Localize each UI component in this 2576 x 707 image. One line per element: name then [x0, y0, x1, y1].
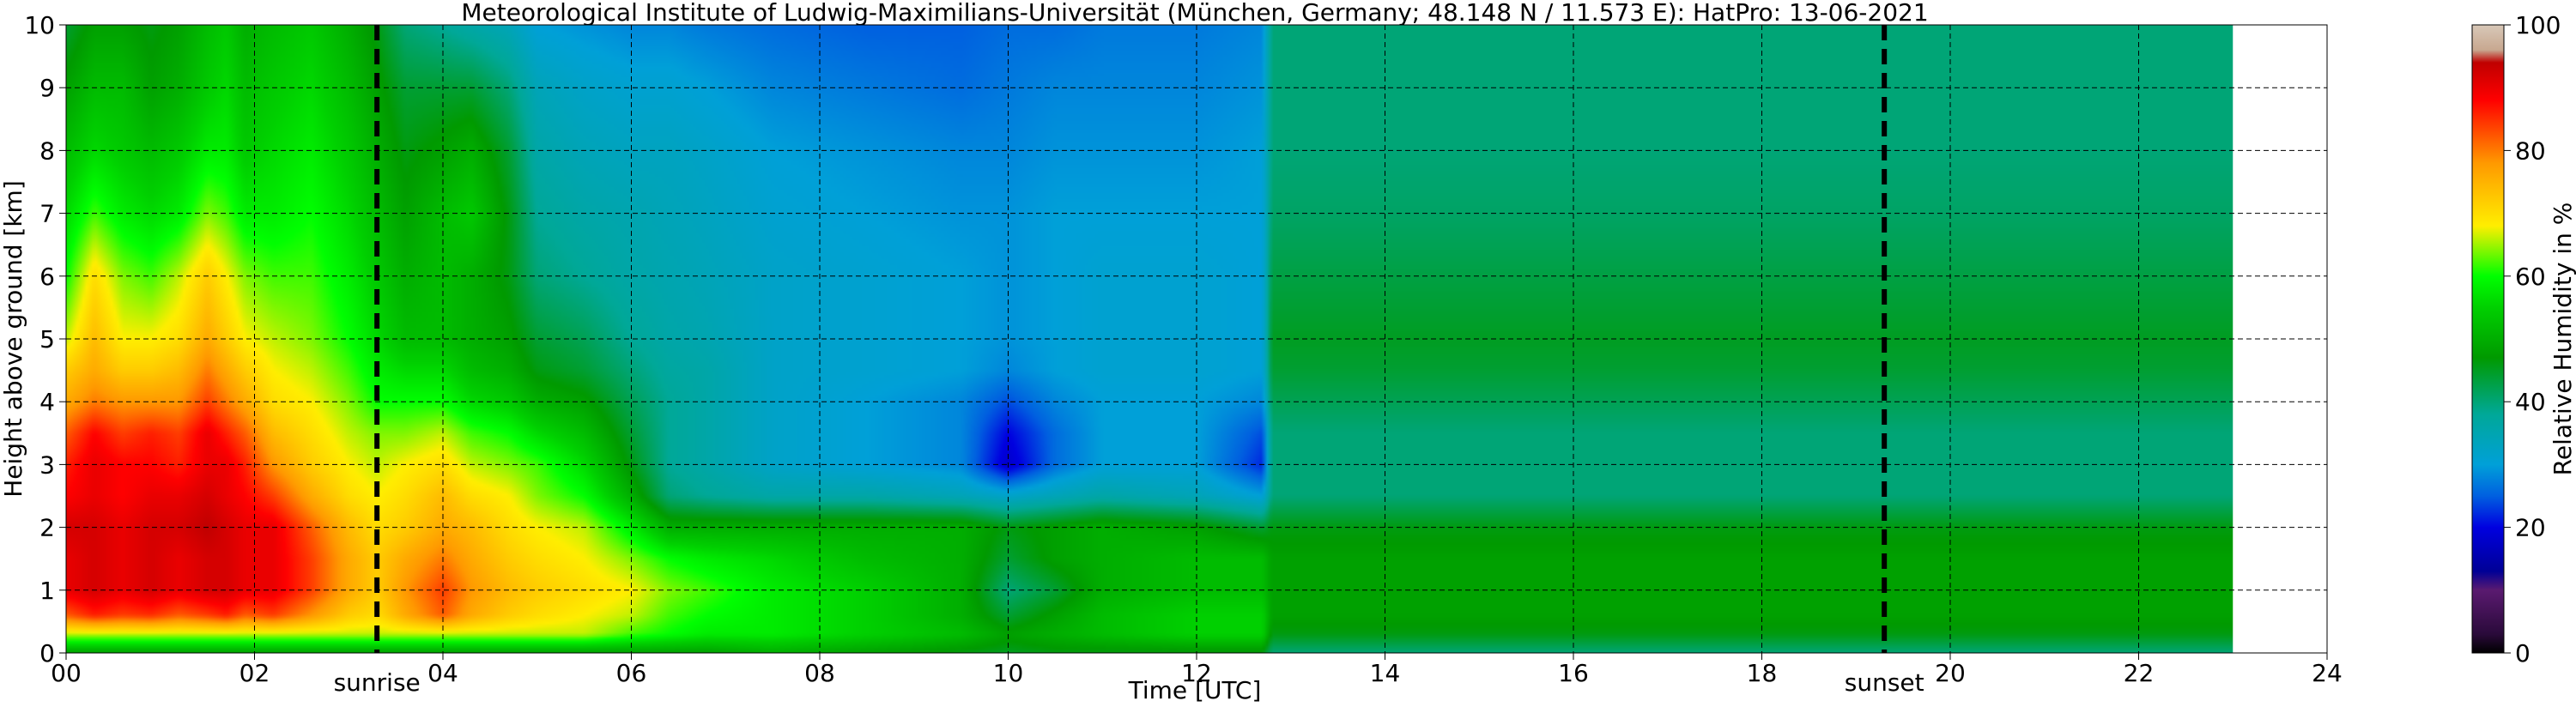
chart-title: Meteorological Institute of Ludwig-Maxim…: [461, 0, 1928, 27]
x-tick-label: 18: [1747, 659, 1778, 687]
x-tick-label: 14: [1370, 659, 1401, 687]
event-markers: [374, 25, 1888, 653]
y-axis-ticks: 0 1 2 3 4 5 6 7 8 9 10: [24, 11, 66, 668]
x-tick-label: 12: [1181, 659, 1212, 687]
y-axis-label: Height above ground [km]: [0, 180, 27, 498]
y-tick-label: 4: [39, 388, 55, 416]
sunrise-label: sunrise: [334, 668, 421, 697]
y-tick-label: 3: [39, 450, 55, 479]
x-tick-label: 22: [2124, 659, 2155, 687]
x-tick-label: 24: [2312, 659, 2343, 687]
y-tick-label: 2: [39, 514, 55, 542]
x-tick-label: 04: [427, 659, 458, 687]
x-tick-label: 08: [804, 659, 835, 687]
colorbar-ticks: 0 20 40 60 80 100: [2504, 11, 2561, 668]
x-tick-label: 10: [993, 659, 1024, 687]
y-tick-label: 8: [39, 136, 55, 165]
x-tick-label: 16: [1558, 659, 1589, 687]
x-tick-label: 20: [1935, 659, 1966, 687]
y-tick-label: 0: [39, 639, 55, 668]
sunset-label: sunset: [1845, 668, 1924, 697]
y-tick-label: 10: [24, 11, 55, 39]
colorbar-tick-label: 40: [2515, 388, 2546, 416]
grid: [66, 25, 2327, 653]
colorbar: 0 20 40 60 80 100 Relative Humidity in %: [2471, 11, 2576, 668]
x-tick-label: 06: [616, 659, 647, 687]
plot-area: [65, 24, 2328, 654]
x-axis-ticks: 00 02 04 06 08 10 12 14 16 18 20 22 24 sunrise sunset: [51, 653, 2343, 697]
x-axis-label: Time [UTC]: [1128, 676, 1262, 704]
y-tick-label: 6: [39, 263, 55, 291]
colorbar-tick-label: 0: [2515, 639, 2531, 668]
x-tick-label: 00: [51, 659, 82, 687]
y-tick-label: 7: [39, 200, 55, 228]
colorbar-gradient: [2471, 24, 2505, 654]
colorbar-tick-label: 20: [2515, 514, 2546, 542]
colorbar-tick-label: 60: [2515, 263, 2546, 291]
y-tick-label: 9: [39, 74, 55, 102]
x-tick-label: 02: [239, 659, 270, 687]
colorbar-label: Relative Humidity in %: [2549, 202, 2576, 476]
y-tick-label: 1: [39, 577, 55, 605]
colorbar-tick-label: 100: [2515, 11, 2561, 39]
y-tick-label: 5: [39, 325, 55, 354]
colorbar-tick-label: 80: [2515, 136, 2546, 165]
